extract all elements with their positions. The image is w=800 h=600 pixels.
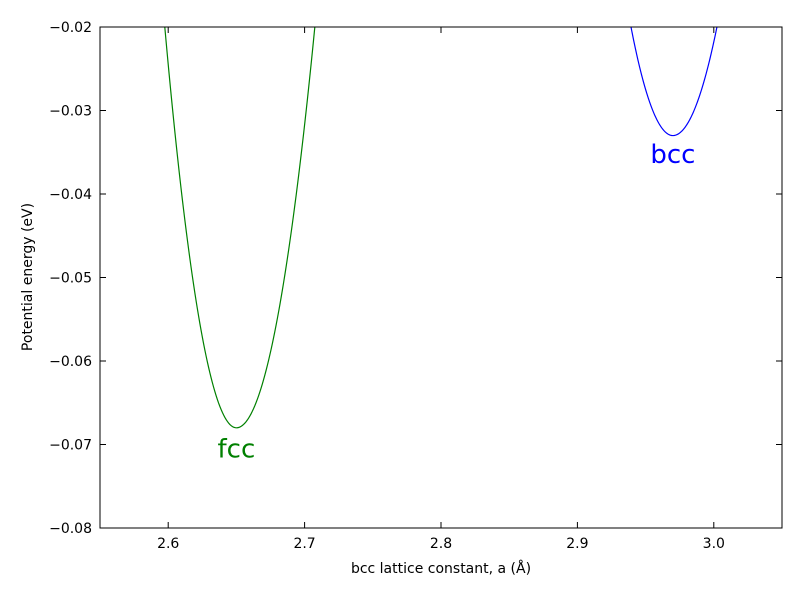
annotation-bcc: bcc — [650, 140, 695, 170]
y-tick-label: −0.07 — [49, 438, 92, 454]
annotation-fcc: fcc — [218, 435, 256, 465]
y-tick-label: −0.04 — [49, 187, 92, 203]
y-axis-label: Potential energy (eV) — [20, 203, 36, 351]
axis-ticks — [100, 26, 782, 529]
x-tick-label: 3.0 — [703, 536, 725, 552]
y-tick-label: −0.02 — [49, 20, 92, 36]
x-tick-label: 2.9 — [566, 536, 588, 552]
y-tick-label: −0.06 — [49, 354, 92, 370]
y-tick-label: −0.05 — [49, 271, 92, 287]
y-tick-label: −0.08 — [49, 521, 92, 537]
plot-curves — [164, 27, 718, 429]
x-tick-label: 2.8 — [430, 536, 452, 552]
axis-tick-labels: 2.6 2.7 2.8 2.9 3.0 −0.08 −0.07 −0.06 −0.05 −0.04… — [49, 20, 725, 552]
x-axis-label: bcc lattice constant, a (Å) — [351, 560, 531, 577]
curve-annotations: fcc bcc — [218, 140, 696, 465]
x-tick-label: 2.6 — [157, 536, 179, 552]
x-tick-label: 2.7 — [293, 536, 315, 552]
y-tick-label: −0.03 — [49, 104, 92, 120]
series-line-bcc — [630, 27, 718, 137]
series-line-fcc — [164, 27, 316, 429]
